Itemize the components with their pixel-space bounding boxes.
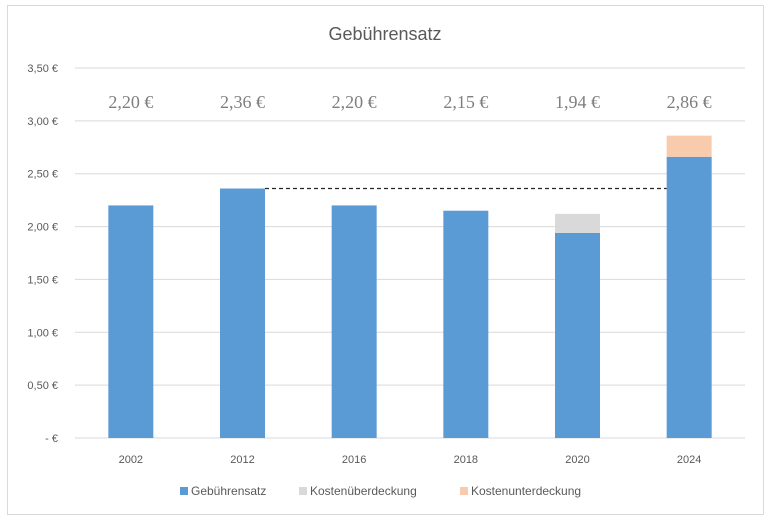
chart-title: Gebührensatz xyxy=(328,24,441,44)
data-label: 1,94 € xyxy=(555,92,600,112)
x-tick-label: 2012 xyxy=(230,454,254,466)
x-tick-label: 2002 xyxy=(119,454,143,466)
x-tick-label: 2020 xyxy=(565,454,589,466)
data-label: 2,15 € xyxy=(443,92,488,112)
bar-kostenunterdeckung-2024 xyxy=(666,135,712,157)
bar-kostenüberdeckung-2020 xyxy=(555,213,600,233)
legend-swatch xyxy=(460,487,468,495)
bar-gebührensatz-2012 xyxy=(220,188,265,438)
bar-gebührensatz-2002 xyxy=(108,205,154,438)
data-label: 2,20 € xyxy=(332,92,377,112)
y-tick-label: 3,50 € xyxy=(27,63,58,75)
y-tick-label: 0,50 € xyxy=(27,380,58,392)
legend-label: Kostenüberdeckung xyxy=(310,484,417,498)
y-tick-label: 1,00 € xyxy=(27,327,58,339)
bar-gebührensatz-2018 xyxy=(443,210,489,438)
x-tick-label: 2016 xyxy=(342,454,366,466)
legend-swatch xyxy=(180,487,188,495)
legend-swatch xyxy=(299,487,307,495)
data-label: 2,86 € xyxy=(667,92,712,112)
bar-gebührensatz-2020 xyxy=(555,232,600,438)
y-tick-label: 2,50 € xyxy=(27,169,58,181)
x-tick-label: 2018 xyxy=(454,454,478,466)
y-tick-label: 3,00 € xyxy=(27,116,58,128)
y-tick-label: 2,00 € xyxy=(27,222,58,234)
y-tick-label: - € xyxy=(45,433,58,445)
y-tick-label: 1,50 € xyxy=(27,274,58,286)
bar-gebührensatz-2024 xyxy=(666,156,712,439)
data-label: 2,20 € xyxy=(108,92,153,112)
data-label: 2,36 € xyxy=(220,92,265,112)
x-tick-label: 2024 xyxy=(677,454,701,466)
legend-label: Kostenunterdeckung xyxy=(471,484,581,498)
bar-gebührensatz-2016 xyxy=(331,205,377,438)
legend-label: Gebührensatz xyxy=(191,484,266,498)
